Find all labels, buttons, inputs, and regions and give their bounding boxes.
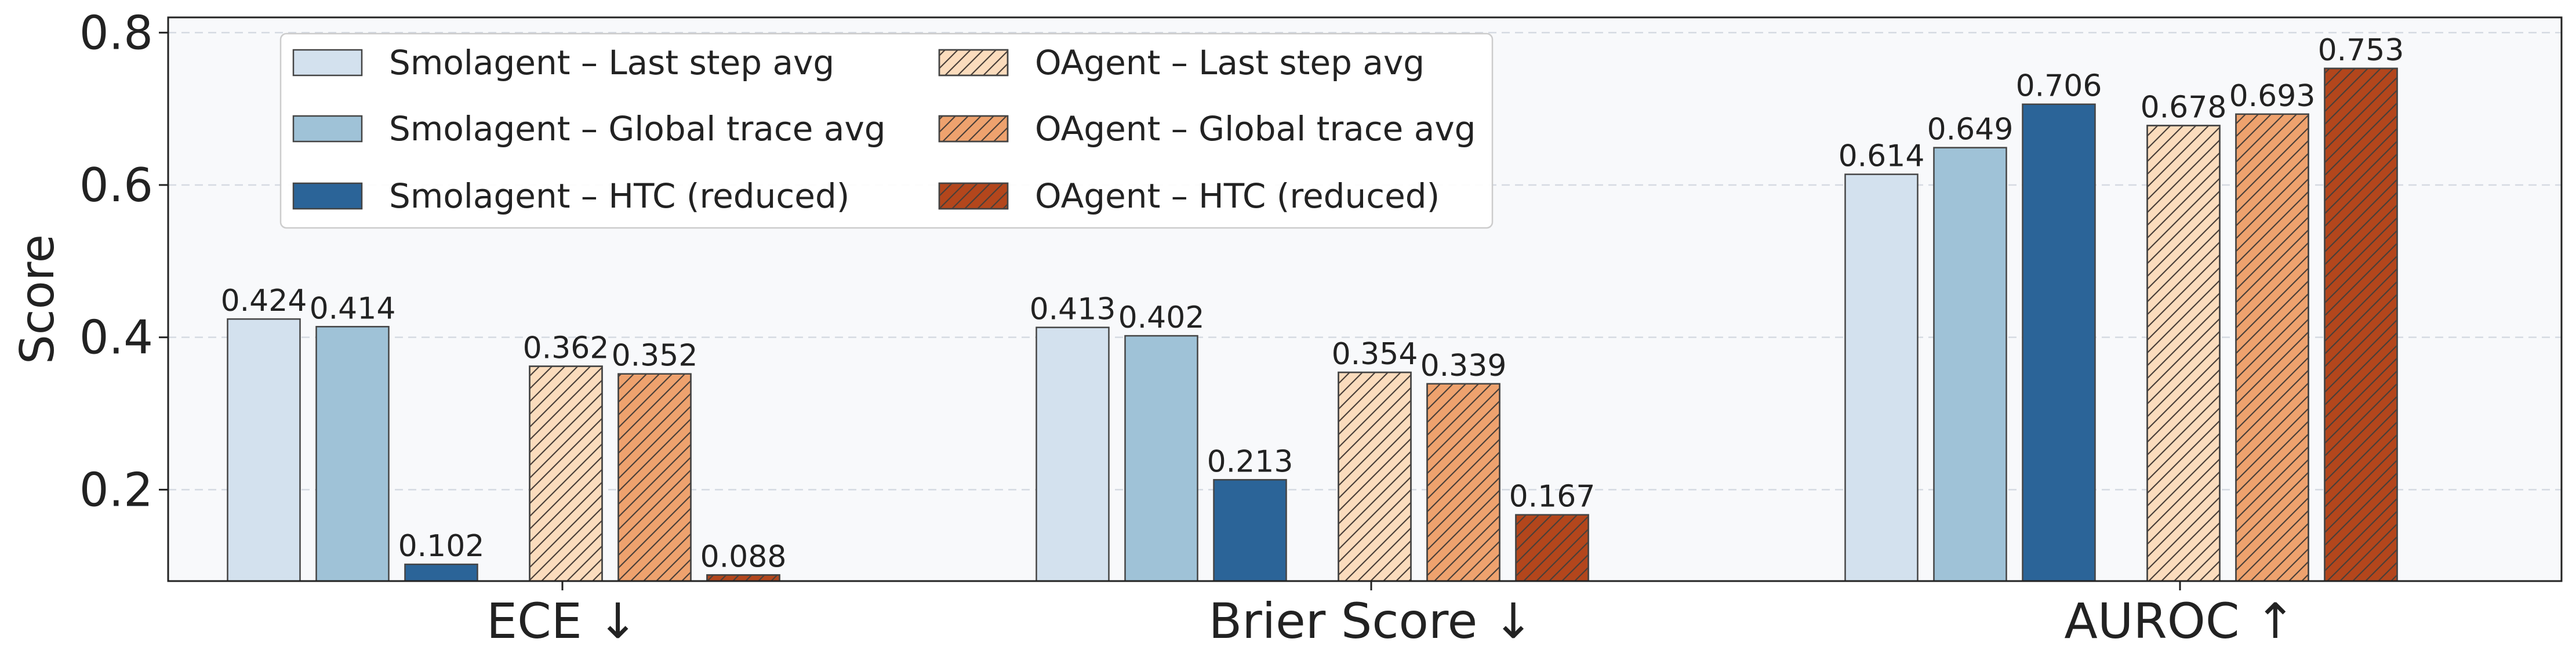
bars	[227, 67, 2398, 582]
bar-value-label: 0.753	[2318, 33, 2404, 68]
legend-swatch	[292, 115, 363, 143]
legend: Smolagent – Last step avg Smolagent – Glo…	[279, 32, 1494, 229]
bar-hatch	[2235, 113, 2309, 582]
x-axis: ECE ↓ Brier Score ↓ AUROC ↑	[486, 581, 2296, 650]
bar	[227, 318, 301, 582]
legend-label: OAgent – Last step avg	[1035, 43, 1425, 82]
x-tick-label: ECE ↓	[486, 593, 638, 650]
bar-value-label: 0.088	[700, 539, 787, 574]
y-tick-label: 0.8	[79, 6, 153, 60]
bar	[1036, 326, 1110, 582]
bar-value-label: 0.414	[310, 291, 396, 326]
legend-swatch	[292, 49, 363, 77]
bar-value-labels: 0.424 0.414 0.102 0.362 0.352 0.088 0.413 0.402…	[221, 33, 2404, 574]
bar-hatch	[2146, 125, 2221, 582]
bar-value-label: 0.167	[1509, 480, 1596, 514]
legend-label: Smolagent – Last step avg	[389, 43, 834, 82]
bar	[1213, 479, 1287, 582]
bar	[315, 326, 390, 582]
bar-value-label: 0.413	[1030, 292, 1116, 327]
x-tick-label: Brier Score ↓	[1209, 593, 1534, 650]
bar-hatch	[529, 365, 603, 582]
bar-value-label: 0.678	[2141, 90, 2227, 125]
bar-hatch	[617, 373, 692, 582]
legend-swatch-hatch	[938, 182, 1009, 210]
bar-value-label: 0.649	[1927, 113, 2014, 147]
legend-label: Smolagent – Global trace avg	[389, 109, 886, 148]
legend-label: OAgent – Global trace avg	[1035, 109, 1476, 148]
bar-hatch	[2324, 67, 2398, 582]
bar-value-label: 0.706	[2016, 69, 2102, 104]
legend-label: Smolagent – HTC (reduced)	[389, 176, 849, 216]
legend-swatch	[292, 182, 363, 210]
y-tick-label: 0.4	[79, 311, 153, 365]
bar-hatch	[1515, 514, 1589, 582]
bar-value-label: 0.352	[612, 339, 698, 373]
bar-value-label: 0.339	[1420, 349, 1507, 383]
bar-value-label: 0.354	[1332, 337, 1418, 372]
y-tick-label: 0.6	[79, 158, 153, 212]
bar-value-label: 0.402	[1118, 300, 1205, 335]
legend-swatch-hatch	[938, 49, 1009, 77]
bar	[1933, 147, 2007, 582]
bar	[1124, 335, 1198, 582]
bar	[404, 563, 478, 582]
y-tick-label: 0.2	[79, 463, 153, 517]
legend-box	[279, 32, 1494, 229]
bar	[2022, 103, 2096, 582]
bar-value-label: 0.362	[523, 331, 609, 366]
bar-hatch	[1338, 371, 1412, 582]
bar-value-label: 0.102	[398, 529, 485, 564]
bar-value-label: 0.213	[1207, 444, 1294, 479]
y-axis-label: Score	[10, 234, 64, 364]
legend-swatch-hatch	[938, 115, 1009, 143]
bar-value-label: 0.614	[1839, 139, 1925, 174]
bar-value-label: 0.693	[2229, 79, 2316, 114]
y-axis: 0.2 0.4 0.6 0.8	[79, 6, 168, 517]
legend-label: OAgent – HTC (reduced)	[1035, 176, 1440, 216]
bar-hatch	[1426, 383, 1500, 582]
bar-value-label: 0.424	[221, 284, 307, 318]
bar	[1844, 173, 1919, 582]
plot-frame	[167, 16, 2563, 582]
bar-hatch	[706, 574, 780, 582]
x-tick-label: AUROC ↑	[2064, 593, 2295, 650]
